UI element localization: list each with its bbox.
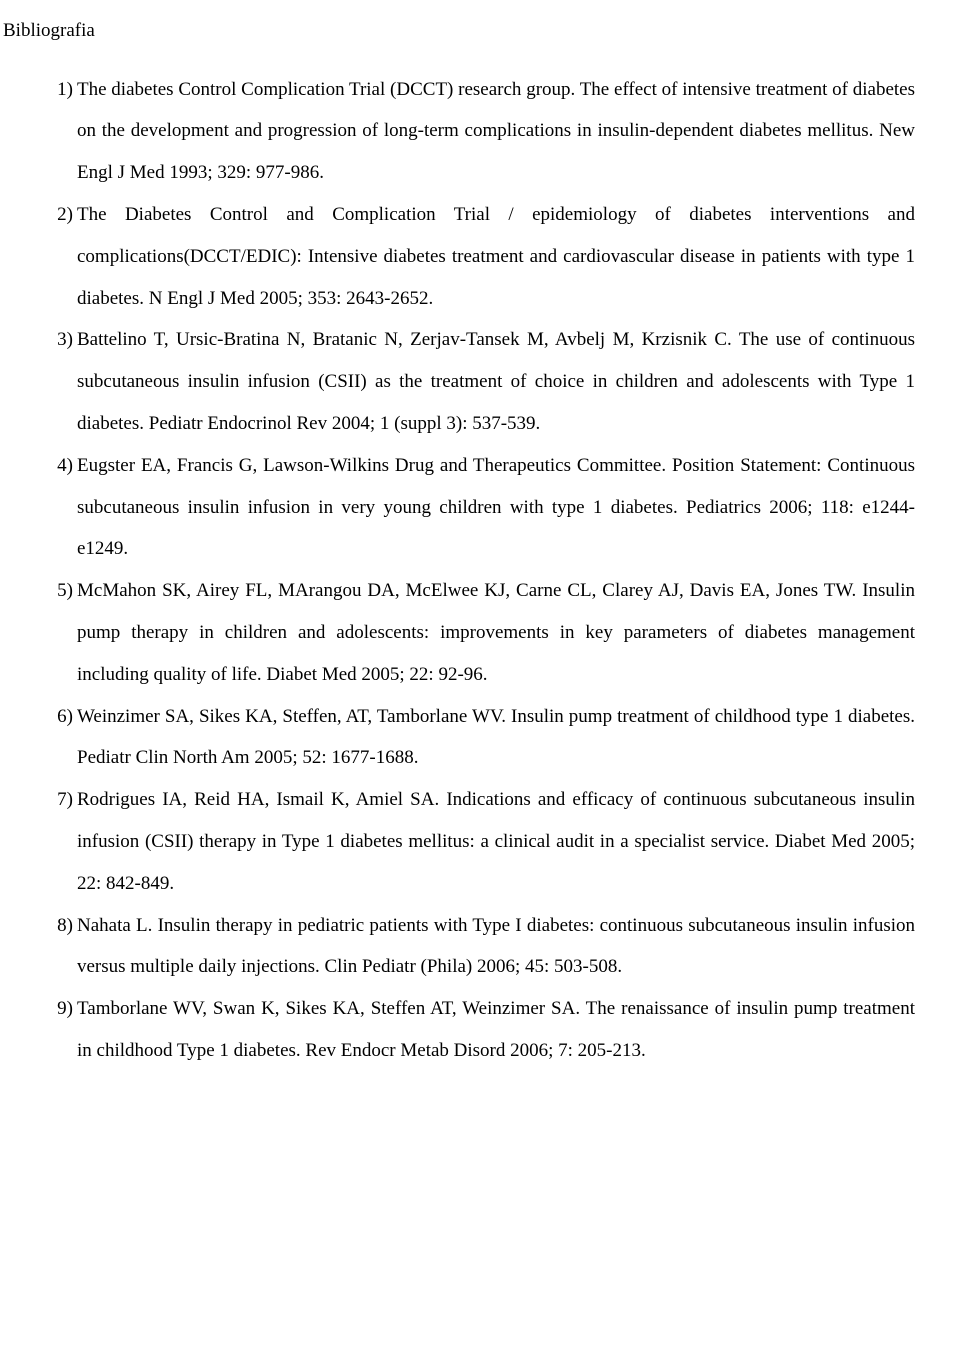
reference-number: 4) — [45, 445, 73, 487]
reference-number: 1) — [45, 69, 73, 111]
reference-number: 7) — [45, 779, 73, 821]
reference-number: 2) — [45, 194, 73, 236]
reference-text: Weinzimer SA, Sikes KA, Steffen, AT, Tam… — [77, 706, 915, 769]
section-heading: Bibliografia — [3, 18, 915, 45]
reference-text: Eugster EA, Francis G, Lawson-Wilkins Dr… — [77, 455, 915, 560]
reference-text: Battelino T, Ursic-Bratina N, Bratanic N… — [77, 329, 915, 434]
reference-text: The Diabetes Control and Complication Tr… — [77, 204, 915, 309]
reference-item: 1)The diabetes Control Complication Tria… — [77, 69, 915, 194]
reference-number: 3) — [45, 319, 73, 361]
reference-item: 6)Weinzimer SA, Sikes KA, Steffen, AT, T… — [77, 696, 915, 780]
bibliography-page: Bibliografia 1)The diabetes Control Comp… — [0, 0, 960, 1112]
reference-number: 8) — [45, 905, 73, 947]
reference-item: 3)Battelino T, Ursic-Bratina N, Bratanic… — [77, 319, 915, 444]
reference-text: Tamborlane WV, Swan K, Sikes KA, Steffen… — [77, 998, 915, 1061]
reference-number: 5) — [45, 570, 73, 612]
reference-item: 7)Rodrigues IA, Reid HA, Ismail K, Amiel… — [77, 779, 915, 904]
reference-item: 8)Nahata L. Insulin therapy in pediatric… — [77, 905, 915, 989]
reference-item: 2)The Diabetes Control and Complication … — [77, 194, 915, 319]
reference-item: 4)Eugster EA, Francis G, Lawson-Wilkins … — [77, 445, 915, 570]
reference-item: 9)Tamborlane WV, Swan K, Sikes KA, Steff… — [77, 988, 915, 1072]
reference-number: 6) — [45, 696, 73, 738]
reference-item: 5)McMahon SK, Airey FL, MArangou DA, McE… — [77, 570, 915, 695]
reference-text: The diabetes Control Complication Trial … — [77, 79, 915, 184]
reference-text: Nahata L. Insulin therapy in pediatric p… — [77, 915, 915, 978]
reference-text: McMahon SK, Airey FL, MArangou DA, McElw… — [77, 580, 915, 685]
reference-number: 9) — [45, 988, 73, 1030]
reference-text: Rodrigues IA, Reid HA, Ismail K, Amiel S… — [77, 789, 915, 894]
reference-list: 1)The diabetes Control Complication Tria… — [45, 69, 915, 1072]
